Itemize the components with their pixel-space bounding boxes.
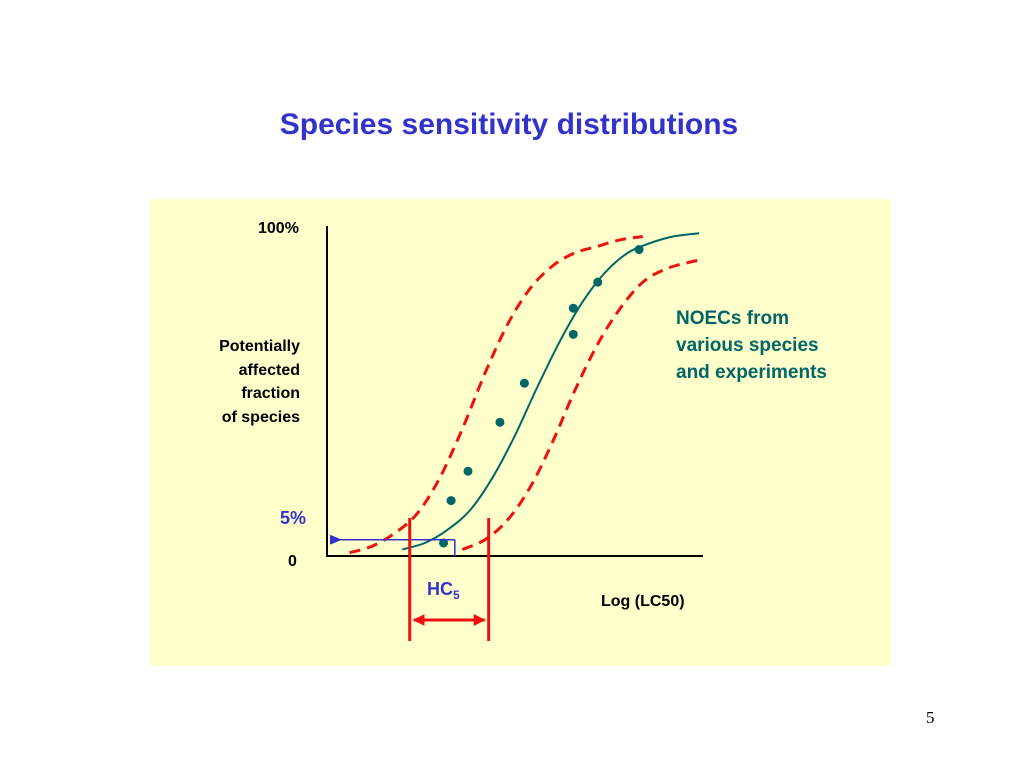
annotation-line: NOECs from <box>676 308 789 329</box>
noec-point <box>519 378 529 388</box>
y-axis-title-line: affected <box>238 361 300 379</box>
y-tick-100: 100% <box>258 220 299 237</box>
hc5-label: HC5 <box>427 579 460 602</box>
hc5-label-text: HC <box>427 579 453 599</box>
y-tick-0: 0 <box>288 553 297 570</box>
x-axis-title: Log (LC50) <box>601 593 685 610</box>
noec-point <box>463 466 473 476</box>
noec-point <box>634 245 644 255</box>
noec-point <box>593 277 603 287</box>
series-fitted-curve <box>401 232 700 551</box>
annotation-line: various species <box>676 335 819 356</box>
noec-point <box>568 329 578 339</box>
page-number: 5 <box>926 708 935 727</box>
noec-point <box>495 417 505 427</box>
y-axis-title-line: Potentially <box>219 338 300 355</box>
y-axis-title-line: fraction <box>241 385 300 402</box>
y-tick-5-percent: 5% <box>280 508 307 528</box>
chart-panel <box>150 199 891 666</box>
annotation-line: and experiments <box>676 362 827 383</box>
y-axis-title: Potentially affected fraction of species <box>219 335 300 429</box>
y-axis-title-line: of species <box>221 408 300 426</box>
noec-point <box>568 303 578 313</box>
slide-title: Species sensitivity distributions <box>279 108 739 141</box>
noec-point <box>446 496 456 506</box>
noec-annotation: NOECs from various species and experimen… <box>676 305 827 386</box>
hc5-label-subscript: 5 <box>453 588 460 602</box>
noec-point <box>439 538 449 548</box>
